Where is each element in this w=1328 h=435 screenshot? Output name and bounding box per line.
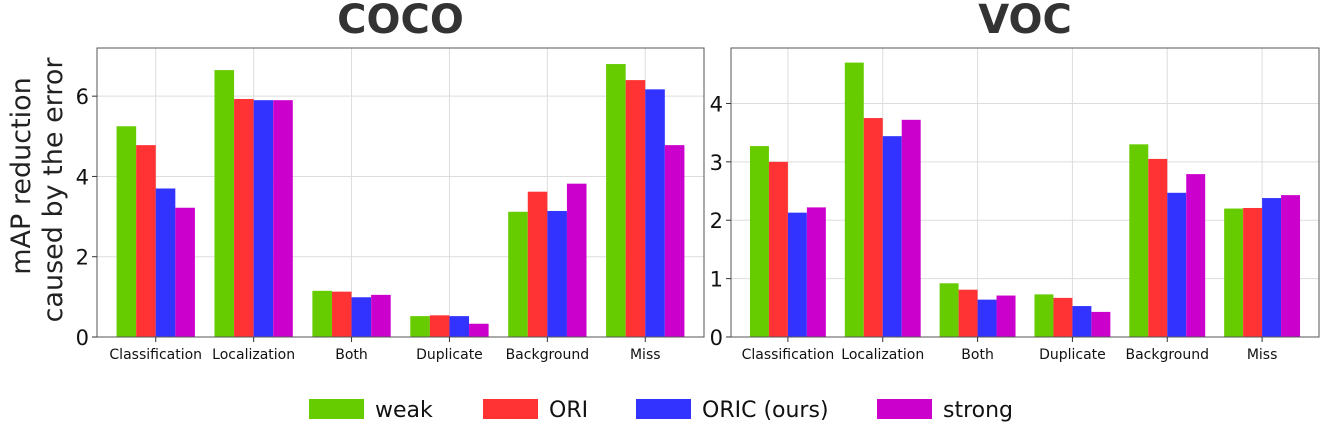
y-axis-label-line1: mAP reduction (6, 77, 37, 275)
coco-bar-ori-duplicate (429, 315, 450, 337)
coco-ytick-label: 6 (76, 85, 89, 109)
voc-xtick-label: Miss (1247, 347, 1278, 363)
coco-bar-ori-both (331, 291, 352, 337)
coco-bar-ori-localization (234, 98, 254, 338)
coco-bar-strong-miss (664, 145, 685, 337)
voc-bar-strong-background (1186, 174, 1206, 337)
coco-bar-weak-miss (606, 64, 626, 338)
voc-bar-strong-miss (1281, 195, 1301, 337)
legend-swatch-strong (877, 399, 932, 419)
voc-ytick-label: 1 (710, 268, 723, 292)
coco-ytick-label: 0 (76, 326, 89, 350)
voc-bar-weak-background (1129, 144, 1149, 337)
chart-voc: 0 1 2 3 4 Classification Localization Both Dupli… (710, 0, 1320, 363)
voc-ytick-label: 0 (710, 326, 723, 350)
coco-bar-strong-background (566, 183, 587, 337)
legend-label-ori: ORI (549, 398, 588, 423)
voc-bar-ori-miss (1243, 207, 1263, 337)
coco-bar-strong-duplicate (469, 323, 489, 337)
coco-bar-oric-ours-both (351, 297, 372, 337)
voc-xtick-label: Both (961, 347, 994, 363)
voc-bar-ori-classification (768, 161, 788, 337)
voc-ytick-label: 4 (710, 92, 723, 116)
legend-swatch-oric-ours (636, 399, 691, 419)
voc-ytick-label: 2 (710, 209, 723, 233)
legend-label-oric-ours: ORIC (ours) (702, 398, 829, 423)
coco-bar-oric-ours-background (547, 210, 567, 337)
voc-bar-strong-both (996, 295, 1016, 337)
voc-chart-title: VOC (978, 0, 1072, 43)
legend-label-strong: strong (943, 398, 1013, 423)
voc-bar-weak-both (939, 283, 959, 337)
coco-bar-oric-ours-miss (645, 89, 665, 338)
voc-bar-strong-localization (901, 119, 921, 337)
chart-coco: 0 2 4 6 Classification Localization Both Duplic… (76, 0, 705, 363)
voc-bar-weak-duplicate (1034, 294, 1054, 337)
coco-bar-ori-background (527, 191, 548, 337)
coco-xtick-label: Both (335, 347, 368, 363)
coco-bar-strong-localization (273, 100, 293, 337)
coco-bar-ori-miss (625, 80, 646, 337)
legend-label-weak: weak (375, 398, 433, 423)
voc-bar-weak-classification (749, 146, 769, 337)
voc-bar-ori-background (1148, 158, 1168, 337)
coco-chart-title: COCO (337, 0, 464, 43)
coco-bar-weak-classification (116, 126, 137, 337)
coco-bar-weak-both (312, 290, 332, 337)
voc-bar-strong-duplicate (1091, 311, 1111, 337)
coco-xtick-label: Background (506, 347, 590, 363)
coco-bar-weak-localization (214, 70, 235, 337)
voc-bar-oric-ours-localization (882, 136, 902, 337)
voc-bar-oric-ours-both (977, 299, 997, 337)
voc-bar-ori-localization (863, 118, 883, 337)
voc-bar-ori-duplicate (1053, 297, 1073, 337)
legend: weak ORI ORIC (ours) strong (309, 398, 1013, 423)
voc-bar-strong-classification (806, 207, 826, 337)
voc-xtick-label: Localization (841, 347, 924, 363)
coco-bar-weak-duplicate (410, 316, 430, 337)
coco-xtick-label: Localization (212, 347, 295, 363)
voc-bar-oric-ours-miss (1262, 198, 1282, 337)
voc-xtick-label: Classification (742, 347, 835, 363)
coco-xtick-label: Miss (630, 347, 661, 363)
y-axis-label: mAP reduction caused by the error (6, 57, 69, 323)
coco-bar-strong-classification (175, 207, 195, 337)
voc-xtick-label: Background (1125, 347, 1209, 363)
voc-bar-weak-localization (844, 62, 864, 338)
coco-ytick-label: 4 (76, 165, 89, 189)
legend-swatch-weak (309, 399, 364, 419)
coco-xtick-label: Classification (109, 347, 202, 363)
coco-bar-ori-classification (136, 145, 156, 337)
voc-plot-frame (730, 47, 1320, 338)
voc-xtick-label: Duplicate (1039, 347, 1106, 363)
voc-ytick-label: 3 (710, 151, 723, 175)
voc-bar-weak-miss (1224, 208, 1244, 337)
coco-xtick-label: Duplicate (416, 347, 483, 363)
y-axis-label-line2: caused by the error (38, 57, 69, 323)
coco-plot-frame (96, 47, 705, 338)
coco-bar-strong-both (371, 294, 391, 337)
legend-swatch-ori (483, 399, 538, 419)
coco-bar-weak-background (508, 211, 528, 337)
coco-bar-oric-ours-duplicate (449, 316, 470, 337)
coco-bar-oric-ours-localization (253, 100, 274, 337)
voc-bar-ori-both (958, 289, 978, 337)
coco-bar-oric-ours-classification (155, 188, 176, 337)
voc-plot-area (731, 48, 1319, 337)
voc-bar-oric-ours-duplicate (1072, 306, 1092, 337)
coco-ytick-label: 2 (76, 246, 89, 270)
voc-bar-oric-ours-background (1167, 192, 1187, 337)
voc-bar-oric-ours-classification (787, 212, 807, 337)
